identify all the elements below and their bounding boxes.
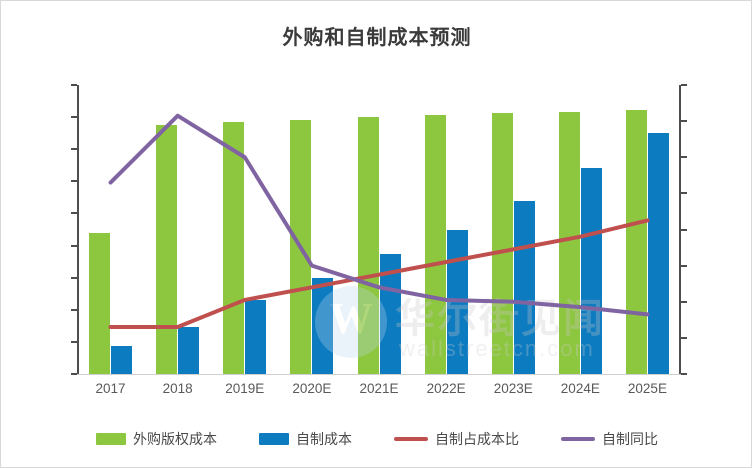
page-title: 外购和自制成本预测 bbox=[282, 27, 472, 49]
y-axis-left-tick bbox=[71, 212, 77, 215]
y-axis-left-tick bbox=[71, 148, 77, 151]
y-axis-right-tick bbox=[681, 120, 687, 123]
bar-self-produced-cost bbox=[513, 200, 535, 374]
legend-item-label: 外购版权成本 bbox=[133, 431, 217, 447]
bar-outsourced-cost bbox=[357, 117, 379, 374]
bar-self-produced-cost bbox=[379, 254, 401, 374]
y-axis-left-line bbox=[77, 85, 79, 374]
y-axis-right-tick bbox=[681, 228, 687, 231]
x-axis-tick-label: 2023E bbox=[493, 381, 533, 396]
bar-outsourced-cost bbox=[290, 119, 312, 374]
y-axis-right-line bbox=[679, 85, 681, 374]
legend-item[interactable]: 自制同比 bbox=[561, 429, 658, 449]
chart-legend: 外购版权成本 自制成本 自制占成本比 自制同比 bbox=[1, 429, 752, 449]
bar-self-produced-cost bbox=[111, 346, 133, 374]
y-axis-right-labels: 0.0%10.0%20.0%30.0%40.0%50.0%60.0%70.0%8… bbox=[77, 84, 687, 375]
y-axis-left-tick bbox=[71, 244, 77, 247]
legend-swatch-icon bbox=[394, 437, 428, 441]
y-axis-right-tick bbox=[681, 192, 687, 195]
y-axis-right-tick bbox=[681, 373, 687, 375]
x-axis-tick-label: 2022E bbox=[426, 381, 466, 396]
bar-outsourced-cost bbox=[558, 111, 580, 374]
bar-self-produced-cost bbox=[312, 277, 334, 374]
y-axis-left-tick bbox=[71, 116, 77, 119]
y-axis-right-tick bbox=[681, 264, 687, 267]
x-axis-tick-label: 2017 bbox=[95, 381, 126, 396]
y-axis-left-tick bbox=[71, 180, 77, 183]
x-axis-tick-label: 2024E bbox=[560, 381, 600, 396]
x-axis-tick-label: 2020E bbox=[292, 381, 332, 396]
legend-item-label: 自制同比 bbox=[602, 431, 658, 447]
legend-swatch-icon bbox=[561, 437, 595, 441]
bar-outsourced-cost bbox=[156, 125, 178, 374]
y-axis-right-tick bbox=[681, 300, 687, 303]
legend-item-label: 自制成本 bbox=[296, 431, 352, 447]
legend-swatch-icon bbox=[96, 433, 126, 445]
x-axis-tick-label: 2021E bbox=[359, 381, 399, 396]
y-axis-right-tick bbox=[681, 336, 687, 339]
x-axis-line bbox=[77, 374, 681, 375]
bar-outsourced-cost bbox=[491, 113, 513, 374]
x-axis-tick-label: 2019E bbox=[225, 381, 265, 396]
plot-area: 0.020.040.060.080.0100.0120.0140.0160.01… bbox=[71, 84, 687, 396]
y-axis-right-tick bbox=[681, 84, 687, 86]
legend-item-label: 自制占成本比 bbox=[435, 431, 519, 447]
legend-item[interactable]: 自制占成本比 bbox=[394, 429, 519, 449]
y-axis-left-tick bbox=[71, 276, 77, 279]
y-axis-left-labels: 0.020.040.060.080.0100.0120.0140.0160.01… bbox=[71, 84, 681, 375]
bar-self-produced-cost bbox=[245, 300, 267, 374]
y-axis-left-tick bbox=[71, 308, 77, 311]
y-axis-right-tick bbox=[681, 156, 687, 159]
bar-self-produced-cost bbox=[446, 229, 468, 374]
bar-outsourced-cost bbox=[223, 121, 245, 374]
y-axis-left-tick bbox=[71, 373, 77, 375]
legend-item[interactable]: 外购版权成本 bbox=[96, 429, 217, 449]
x-axis-tick-label: 2025E bbox=[627, 381, 667, 396]
x-axis-tick-label: 2018 bbox=[162, 381, 193, 396]
legend-item[interactable]: 自制成本 bbox=[259, 429, 352, 449]
y-axis-left-tick bbox=[71, 340, 77, 343]
y-axis-left-tick bbox=[71, 84, 77, 86]
bar-outsourced-cost bbox=[89, 233, 111, 374]
bar-outsourced-cost bbox=[424, 114, 446, 374]
bar-self-produced-cost bbox=[580, 167, 602, 374]
bar-self-produced-cost bbox=[647, 133, 669, 374]
legend-swatch-icon bbox=[259, 433, 289, 445]
bar-outsourced-cost bbox=[625, 109, 647, 374]
bar-self-produced-cost bbox=[178, 327, 200, 374]
